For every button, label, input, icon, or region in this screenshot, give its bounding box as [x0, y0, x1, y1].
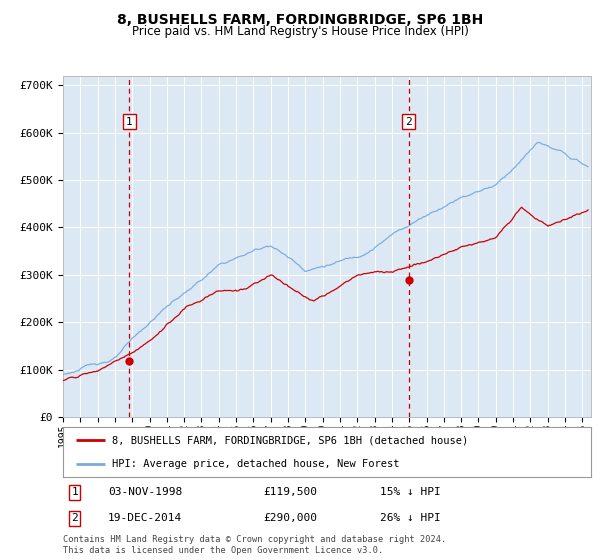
Text: £290,000: £290,000 — [263, 513, 317, 523]
Text: 19-DEC-2014: 19-DEC-2014 — [108, 513, 182, 523]
Text: 15% ↓ HPI: 15% ↓ HPI — [380, 487, 440, 497]
Text: Price paid vs. HM Land Registry's House Price Index (HPI): Price paid vs. HM Land Registry's House … — [131, 25, 469, 38]
Text: 1: 1 — [71, 487, 78, 497]
Text: £119,500: £119,500 — [263, 487, 317, 497]
Text: Contains HM Land Registry data © Crown copyright and database right 2024.
This d: Contains HM Land Registry data © Crown c… — [63, 535, 446, 555]
Text: 2: 2 — [71, 513, 78, 523]
Text: 8, BUSHELLS FARM, FORDINGBRIDGE, SP6 1BH: 8, BUSHELLS FARM, FORDINGBRIDGE, SP6 1BH — [117, 13, 483, 27]
Text: 1: 1 — [126, 116, 133, 127]
Text: 8, BUSHELLS FARM, FORDINGBRIDGE, SP6 1BH (detached house): 8, BUSHELLS FARM, FORDINGBRIDGE, SP6 1BH… — [112, 435, 468, 445]
Text: HPI: Average price, detached house, New Forest: HPI: Average price, detached house, New … — [112, 459, 399, 469]
Text: 03-NOV-1998: 03-NOV-1998 — [108, 487, 182, 497]
Text: 2: 2 — [405, 116, 412, 127]
Text: 26% ↓ HPI: 26% ↓ HPI — [380, 513, 440, 523]
